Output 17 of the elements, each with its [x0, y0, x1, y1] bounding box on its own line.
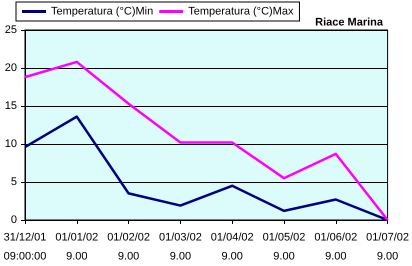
chart-title: Riace Marina — [315, 16, 384, 28]
x-tick-label: 01/03/02 9.00 — [158, 232, 202, 262]
x-tick-label: 31/12/01 09:00:00 — [4, 232, 46, 262]
x-tick-label: 01/02/02 9.00 — [107, 232, 150, 262]
x-tick-label: 01/05/02 9.00 — [262, 232, 306, 262]
legend-label: Temperatura (°C)Max — [188, 6, 294, 18]
x-tick-label: 01/04/02 9.00 — [210, 232, 254, 262]
y-tick-label: 0 — [10, 214, 17, 226]
y-tick-label: 20 — [4, 62, 17, 74]
y-tick-label: 10 — [4, 138, 17, 150]
y-tick-label: 5 — [10, 176, 17, 188]
x-tick-label: 01/07/02 9.00 — [366, 232, 410, 262]
y-tick-label: 15 — [4, 100, 17, 112]
legend-label: Temperatura (°C)Min — [51, 6, 154, 18]
x-tick-label: 01/06/02 9.00 — [314, 232, 358, 262]
x-tick-label: 01/01/02 9.00 — [55, 232, 98, 262]
y-tick-label: 25 — [4, 24, 17, 36]
